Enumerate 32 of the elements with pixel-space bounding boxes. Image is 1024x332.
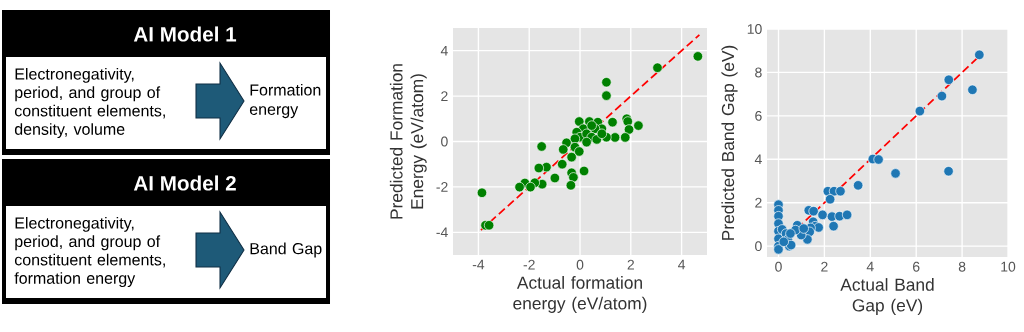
y-tick-label: 4 (440, 45, 448, 56)
text: Electronegativity, period, and group of constituent elements, formation energy (14, 216, 165, 288)
text: Formation energy (249, 83, 321, 119)
x-tick-label: -4 (472, 259, 485, 270)
x-tick-label: 4 (678, 259, 686, 270)
y-tick-label: 10 (747, 24, 762, 34)
y-tick-label: -4 (436, 227, 448, 238)
x-tick-label: 8 (958, 261, 966, 272)
x-tick-label: 0 (775, 261, 782, 272)
y-tick-label: 6 (755, 110, 762, 121)
y-tick-label: 0 (441, 136, 448, 147)
x-axis-title: Actual Band Gap (eV) (840, 278, 934, 315)
y-tick-label: 8 (755, 67, 762, 78)
y-tick-label: 0 (755, 241, 762, 252)
x-tick-label: 6 (913, 261, 920, 272)
y-tick-label: -2 (436, 182, 448, 192)
y-tick-label: 2 (441, 91, 448, 101)
text: Electronegativity, period, and group of constituent elements, density, volume (14, 67, 165, 139)
x-tick-label: 10 (1001, 261, 1016, 272)
y-tick-label: 2 (755, 197, 762, 208)
y-tick-label: 4 (754, 154, 762, 165)
text: AI Model 2 (133, 175, 236, 191)
x-tick-label: 2 (821, 261, 828, 272)
x-tick-label: 0 (576, 259, 584, 270)
text: AI Model 1 (133, 26, 237, 42)
x-tick-label: 4 (866, 261, 874, 272)
x-axis-title: Actual formation energy (eV/atom) (513, 276, 647, 313)
y-axis-title: Predicted Formation Energy (eV/atom) (389, 64, 427, 219)
text: Band Gap (250, 242, 322, 258)
y-axis-title: Predicted Band Gap (eV) (721, 45, 738, 240)
x-tick-label: 2 (627, 259, 634, 270)
x-tick-label: -2 (523, 259, 535, 270)
